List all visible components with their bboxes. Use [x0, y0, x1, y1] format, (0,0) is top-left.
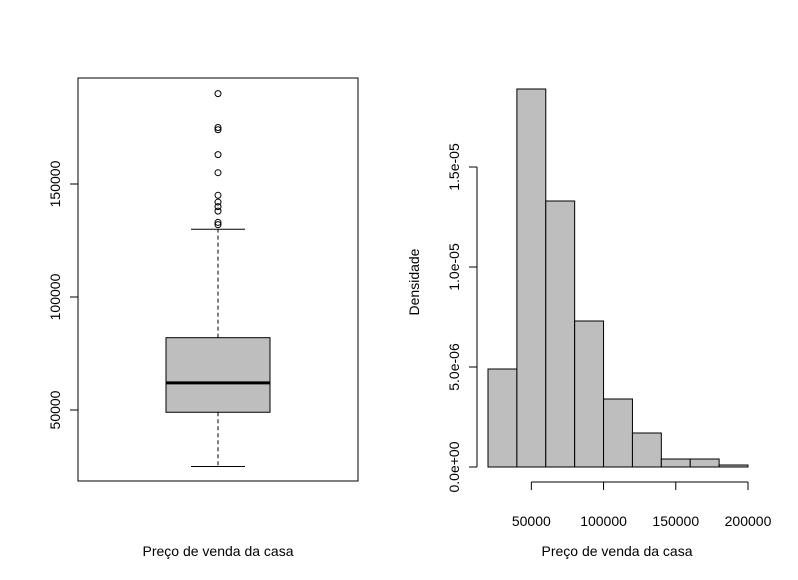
boxplot-y-axis: 50000 100000 150000 [47, 160, 79, 429]
boxplot-y-tick-label: 150000 [47, 160, 63, 207]
boxplot-marks [165, 90, 271, 467]
boxplot-outlier-point [214, 207, 222, 215]
histogram-bar [574, 320, 605, 468]
histogram-bar [689, 458, 720, 468]
boxplot-outlier-point [214, 90, 222, 98]
boxplot-outlier-point [214, 169, 222, 177]
histogram-x-axis-label: Preço de venda da casa [542, 543, 693, 559]
boxplot-outlier-point [214, 221, 222, 229]
boxplot-panel: 50000 100000 150000 Preço de venda da casa [47, 77, 359, 559]
histogram-y-tick-label: 5.0e-06 [446, 343, 462, 391]
boxplot-outlier-point [214, 198, 222, 206]
boxplot-outlier-point [214, 151, 222, 159]
boxplot-outlier-point [214, 218, 222, 226]
histogram-x-axis: 50000 100000 150000 200000 [512, 481, 772, 529]
histogram-bar [631, 432, 662, 468]
histogram-bar [718, 464, 749, 468]
boxplot-box [165, 337, 271, 413]
histogram-y-tick-label: 0.0e+00 [446, 441, 462, 492]
histogram-panel: 50000 100000 150000 200000 0.0e+00 5.0e-06 1.… [406, 88, 772, 559]
boxplot-y-tick-label: 50000 [47, 390, 63, 429]
histogram-y-axis-label: Densidade [406, 248, 422, 315]
histogram-x-tick-label: 100000 [580, 513, 627, 529]
histogram-x-tick-label: 50000 [512, 513, 551, 529]
boxplot-y-tick-label: 100000 [47, 273, 63, 320]
histogram-bars [487, 88, 749, 468]
histogram-bar [487, 368, 518, 468]
histogram-bar [660, 458, 691, 468]
histogram-bar [603, 398, 633, 468]
boxplot-outlier-point [214, 126, 222, 134]
histogram-bar [545, 200, 576, 468]
histogram-bar [516, 88, 547, 468]
histogram-y-tick-label: 1.0e-05 [446, 243, 462, 291]
boxplot-outlier-point [214, 124, 222, 131]
histogram-x-tick-label: 150000 [652, 513, 699, 529]
histogram-y-tick-label: 1.5e-05 [446, 143, 462, 191]
histogram-x-tick-label: 200000 [725, 513, 772, 529]
boxplot-outlier-point [214, 203, 222, 211]
histogram-y-axis: 0.0e+00 5.0e-06 1.0e-05 1.5e-05 [446, 143, 478, 493]
boxplot-outlier-point [214, 191, 222, 199]
boxplot-x-axis-label: Preço de venda da casa [143, 543, 294, 559]
